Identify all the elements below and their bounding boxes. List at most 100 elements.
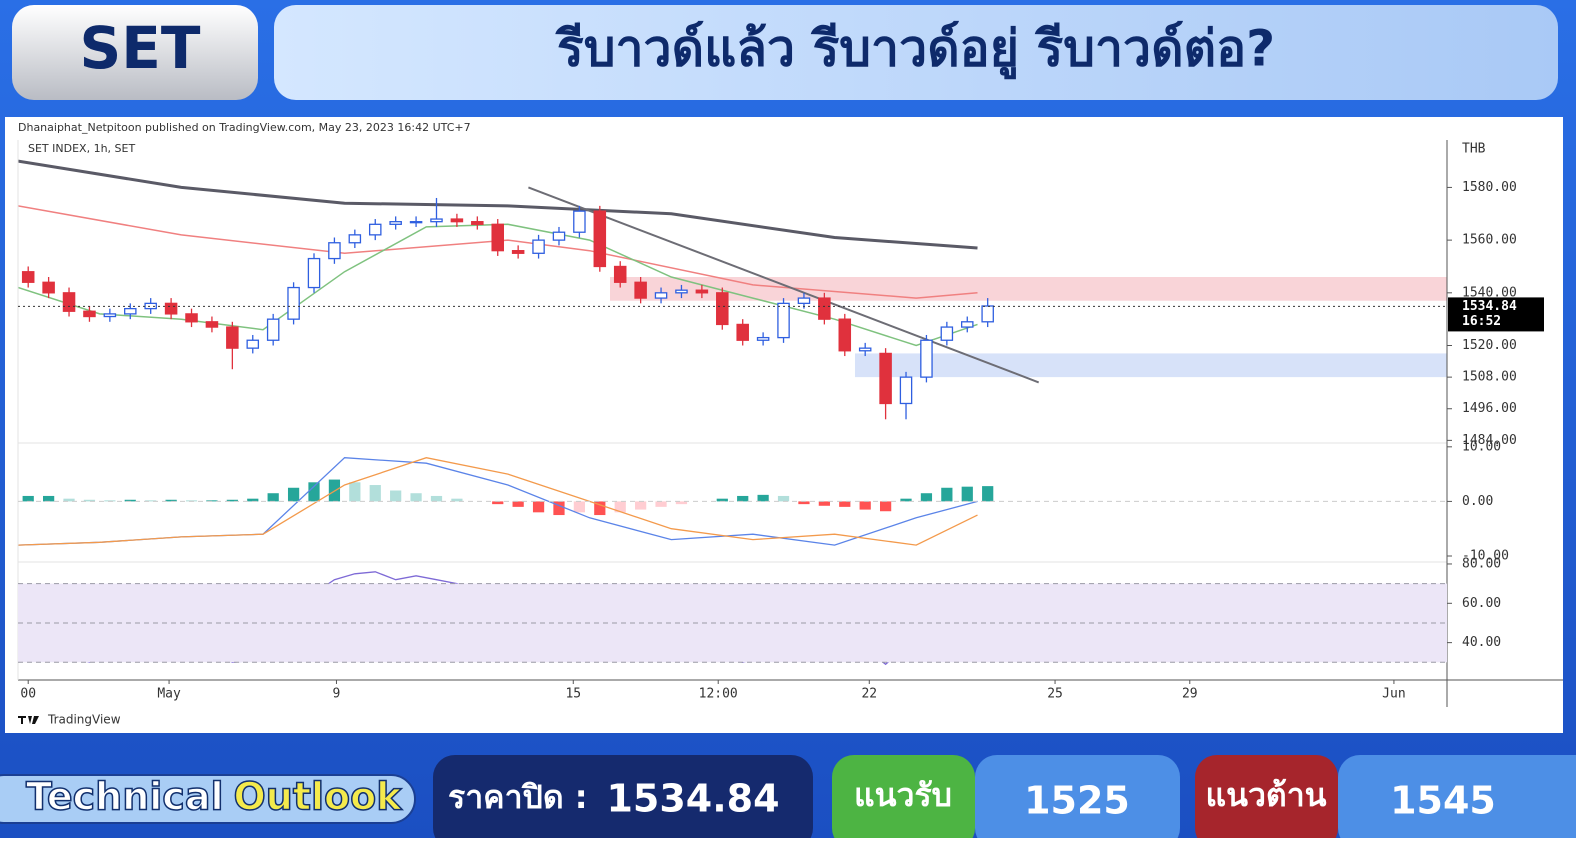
x-tick-label: 00	[20, 687, 36, 702]
moving-average	[18, 159, 978, 250]
macd-histogram-bar	[63, 498, 75, 502]
macd-histogram-bar	[573, 501, 586, 513]
macd-histogram-bar	[451, 498, 463, 502]
candle-body	[62, 292, 76, 312]
candle-body	[961, 321, 974, 328]
candle-body	[532, 239, 545, 254]
candle-body	[450, 218, 464, 223]
macd-histogram-bar	[124, 499, 136, 502]
candle-body	[21, 271, 35, 283]
macd-histogram-bar	[104, 500, 116, 502]
currency: THB	[1462, 142, 1486, 157]
candle-body	[511, 250, 525, 254]
macd-histogram-bar	[635, 501, 647, 510]
candle-body	[593, 210, 607, 268]
outlook-word-2: Outlook	[234, 775, 403, 819]
macd-histogram-bar	[369, 485, 381, 502]
last-price-label: 1534.84	[1462, 299, 1517, 314]
macd-histogram-bar	[83, 499, 96, 502]
y-tick-label: 0.00	[1462, 494, 1493, 509]
macd-histogram-bar	[287, 487, 300, 502]
resistance-value-box	[1338, 755, 1576, 842]
macd-histogram-bar	[226, 499, 238, 502]
y-tick-label: 1496.00	[1462, 401, 1517, 416]
trendline	[528, 186, 1040, 384]
support-value: 1525	[1024, 779, 1130, 823]
y-tick-label: -10.00	[1462, 548, 1509, 563]
candle-body	[634, 281, 647, 299]
candle-body	[226, 326, 239, 349]
macd-histogram-bar	[145, 500, 157, 502]
macd-histogram-bar	[941, 487, 953, 502]
candle-body	[471, 221, 484, 225]
macd-histogram-bar	[267, 493, 279, 502]
attribution: Dhanaiphat_Netpitoon published on Tradin…	[18, 121, 471, 134]
candle-body	[613, 265, 627, 283]
macd-histogram-bar	[920, 493, 933, 502]
macd-histogram-bar	[961, 486, 973, 502]
candle-body	[368, 223, 382, 236]
candle-body	[328, 242, 341, 260]
candle-body	[777, 302, 790, 339]
macd-histogram-bar	[798, 501, 810, 505]
x-tick-label: 15	[565, 687, 581, 702]
y-tick-label: 10.00	[1462, 439, 1501, 454]
macd-histogram-bar	[716, 498, 728, 502]
macd-histogram-bar	[512, 501, 524, 507]
moving-average	[18, 205, 978, 299]
symbol: SET INDEX, 1h, SET	[28, 142, 135, 155]
macd-histogram-bar	[43, 495, 55, 502]
last-price-tag	[1448, 297, 1544, 332]
signal-line	[18, 457, 978, 546]
macd-histogram-bar	[818, 501, 830, 506]
candle-body	[797, 297, 811, 305]
macd-histogram-bar	[879, 501, 892, 512]
support-label: แนวรับ	[854, 776, 952, 814]
candle-body	[246, 339, 260, 349]
candle-body	[736, 323, 749, 341]
candle-body	[83, 310, 96, 318]
close-label: ราคาปิด :	[448, 778, 588, 816]
macd-histogram-bar	[206, 500, 218, 502]
x-tick-label: 12:00	[699, 687, 738, 702]
brand-logo	[18, 716, 39, 724]
badge-text: SET	[80, 14, 201, 82]
close-box	[433, 755, 813, 842]
close-value: 1534.84	[606, 777, 779, 821]
candle-body	[266, 318, 280, 341]
x-tick-label: 25	[1047, 687, 1063, 702]
y-tick-label: 40.00	[1462, 635, 1501, 650]
macd-histogram-bar	[410, 493, 422, 502]
candle-body	[818, 297, 831, 320]
y-tick-label: 1484.00	[1462, 433, 1517, 448]
macd-histogram-bar	[532, 501, 545, 513]
candle-body	[920, 339, 933, 378]
candle-body	[103, 313, 117, 318]
candle-body	[124, 307, 137, 315]
resistance-label: แนวต้าน	[1205, 776, 1326, 814]
macd-histogram-bar	[839, 501, 851, 507]
macd-histogram-bar	[675, 501, 688, 505]
macd-histogram-bar	[859, 501, 871, 510]
price-zone	[854, 353, 1447, 378]
candle-body	[144, 302, 157, 310]
price-zone	[610, 277, 1447, 301]
macd-histogram-bar	[655, 501, 667, 507]
candle-body	[164, 302, 178, 315]
outlook-word-1: Technical	[26, 775, 224, 819]
candle-body	[552, 231, 566, 241]
y-tick-label: 60.00	[1462, 596, 1501, 611]
x-tick-label: 29	[1182, 687, 1198, 702]
x-tick-label: 22	[861, 687, 877, 702]
title: รีบาวด์แล้ว รีบาวด์อยู่ รีบาวด์ต่อ?	[555, 20, 1275, 80]
candle-body	[409, 221, 423, 224]
macd-histogram-bar	[22, 495, 34, 502]
candle-body	[348, 234, 362, 244]
candle-body	[185, 313, 198, 323]
macd-histogram-bar	[165, 499, 177, 502]
candle-body	[858, 347, 872, 352]
outlook-pill	[0, 774, 416, 824]
candle-body	[573, 210, 586, 233]
candle-body	[307, 257, 321, 289]
y-tick-label: 1560.00	[1462, 233, 1517, 248]
